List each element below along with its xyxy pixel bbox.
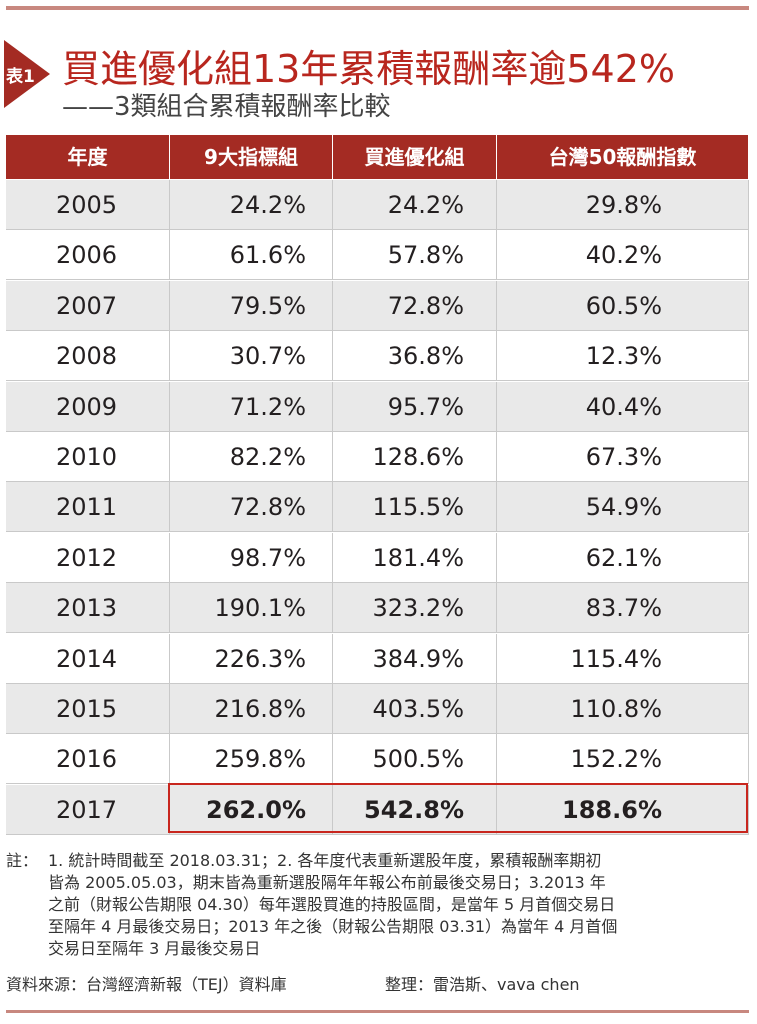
highlight-box — [168, 783, 748, 833]
note-line: 交易日至隔年 3 月最後交易日 — [48, 939, 261, 958]
note-label: 註： — [6, 851, 39, 870]
value-cell: 57.8% — [333, 230, 497, 281]
value-cell: 226.3% — [170, 633, 333, 684]
year-cell: 2005 — [6, 180, 170, 230]
value-cell: 128.6% — [333, 432, 497, 482]
value-cell: 152.2% — [497, 734, 749, 785]
year-cell: 2017 — [6, 784, 170, 835]
value-cell: 79.5% — [170, 280, 333, 331]
column-header: 年度 — [6, 135, 170, 179]
value-cell: 72.8% — [333, 280, 497, 331]
subtitle: ——3類組合累積報酬率比較 — [62, 92, 391, 122]
value-cell: 500.5% — [333, 734, 497, 785]
value-cell: 542.8% — [333, 784, 497, 835]
year-cell: 2011 — [6, 482, 170, 533]
value-cell: 72.8% — [170, 482, 333, 533]
value-cell: 110.8% — [497, 684, 749, 734]
year-cell: 2008 — [6, 331, 170, 382]
value-cell: 259.8% — [170, 734, 333, 785]
year-cell: 2012 — [6, 532, 170, 583]
year-cell: 2016 — [6, 734, 170, 785]
value-cell: 12.3% — [497, 331, 749, 382]
note-line: 1. 統計時間截至 2018.03.31；2. 各年度代表重新選股年度，累積報酬… — [48, 851, 602, 870]
value-cell: 30.7% — [170, 331, 333, 382]
editor: 整理：雷浩斯、vava chen — [385, 975, 580, 994]
value-cell: 36.8% — [333, 331, 497, 382]
column-header: 台灣50報酬指數 — [497, 135, 749, 179]
title: 買進優化組13年累積報酬率逾542% — [62, 47, 675, 91]
value-cell: 323.2% — [333, 583, 497, 634]
bottom-rule — [6, 1010, 749, 1013]
column-header: 9大指標組 — [170, 135, 333, 179]
value-cell: 188.6% — [497, 784, 749, 835]
year-cell: 2009 — [6, 381, 170, 432]
note-line: 之前（財報公告期限 04.30）每年選股買進的持股區間，是當年 5 月首個交易日 — [48, 895, 616, 914]
year-cell: 2010 — [6, 432, 170, 482]
value-cell: 24.2% — [333, 180, 497, 230]
value-cell: 67.3% — [497, 432, 749, 482]
value-cell: 216.8% — [170, 684, 333, 734]
value-cell: 71.2% — [170, 381, 333, 432]
value-cell: 24.2% — [170, 180, 333, 230]
value-cell: 181.4% — [333, 532, 497, 583]
value-cell: 384.9% — [333, 633, 497, 684]
value-cell: 403.5% — [333, 684, 497, 734]
badge: 表1 — [6, 67, 35, 87]
value-cell: 54.9% — [497, 482, 749, 533]
value-cell: 115.5% — [333, 482, 497, 533]
value-cell: 95.7% — [333, 381, 497, 432]
value-cell: 62.1% — [497, 532, 749, 583]
year-cell: 2015 — [6, 684, 170, 734]
column-header: 買進優化組 — [333, 135, 497, 179]
note-line: 皆為 2005.05.03，期末皆為重新選股隔年年報公布前最後交易日；3.201… — [48, 873, 606, 892]
year-cell: 2014 — [6, 633, 170, 684]
value-cell: 29.8% — [497, 180, 749, 230]
value-cell: 61.6% — [170, 230, 333, 281]
year-cell: 2007 — [6, 280, 170, 331]
value-cell: 98.7% — [170, 532, 333, 583]
value-cell: 83.7% — [497, 583, 749, 634]
year-cell: 2006 — [6, 230, 170, 281]
top-rule — [6, 6, 749, 10]
value-cell: 262.0% — [170, 784, 333, 835]
year-cell: 2013 — [6, 583, 170, 634]
value-cell: 60.5% — [497, 280, 749, 331]
badge-shape — [4, 40, 50, 108]
note-line: 至隔年 4 月最後交易日；2013 年之後（財報公告期限 03.31）為當年 4… — [48, 917, 618, 936]
value-cell: 40.2% — [497, 230, 749, 281]
value-cell: 82.2% — [170, 432, 333, 482]
value-cell: 190.1% — [170, 583, 333, 634]
note: 1. 統計時間截至 2018.03.31；2. 各年度代表重新選股年度，累積報酬… — [48, 850, 617, 960]
value-cell: 40.4% — [497, 381, 749, 432]
value-cell: 115.4% — [497, 633, 749, 684]
source: 資料來源：台灣經濟新報（TEJ）資料庫 — [6, 975, 287, 994]
